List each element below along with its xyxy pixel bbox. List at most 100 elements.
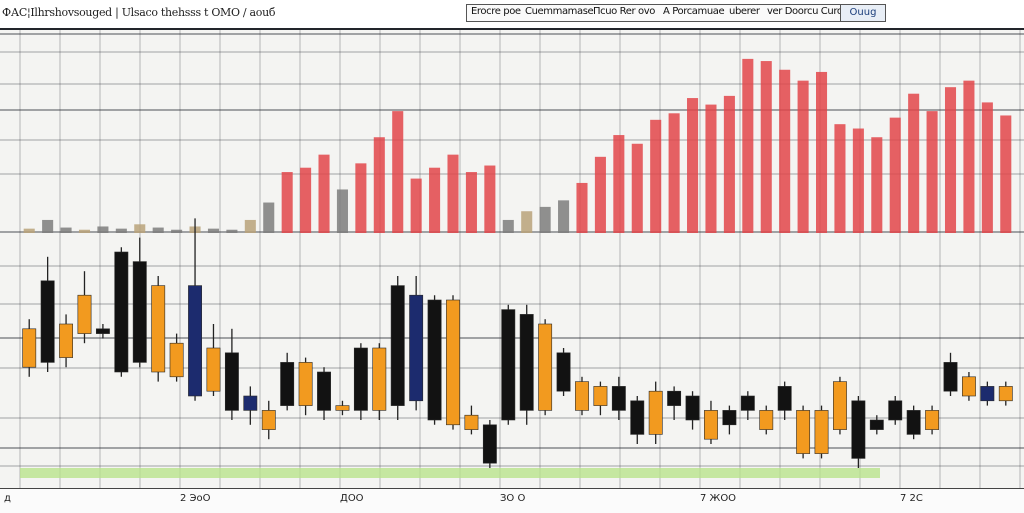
volume-bar xyxy=(852,128,864,233)
candle xyxy=(685,391,700,430)
volume-bar xyxy=(558,200,570,233)
candle-body xyxy=(335,405,350,411)
candle-body xyxy=(869,419,884,430)
candle-body xyxy=(390,285,405,406)
volume-bar xyxy=(521,211,533,233)
volume-bar xyxy=(134,224,146,233)
candle xyxy=(427,295,442,425)
candle xyxy=(833,376,847,435)
toolbar-item-5[interactable]: uberer xyxy=(729,6,760,17)
candle-body xyxy=(132,261,147,363)
candle xyxy=(446,295,460,430)
candle-body xyxy=(796,410,811,454)
candle xyxy=(353,343,368,420)
volume-bar xyxy=(97,226,109,233)
volume-bar xyxy=(281,172,293,233)
zoom-button[interactable]: Ouug xyxy=(840,4,886,22)
volume-bar xyxy=(779,69,791,233)
candle xyxy=(538,319,553,416)
top-toolbar: ФАС¦Ilhrshovsouged | Ulsaco thehsss t ОМ… xyxy=(0,0,1024,30)
volume-bar xyxy=(594,156,606,233)
window-title: ФАС¦Ilhrshovsouged | Ulsaco thehsss t ОМ… xyxy=(2,6,276,19)
candle-body xyxy=(943,362,958,392)
candle xyxy=(630,396,645,444)
volume-bar xyxy=(889,117,901,233)
candle-body xyxy=(446,299,460,426)
volume-bar xyxy=(576,182,588,233)
volume-bar xyxy=(60,227,72,233)
candle xyxy=(740,391,755,420)
candle-body xyxy=(169,342,184,378)
candle xyxy=(280,352,295,411)
candle-body xyxy=(372,347,387,411)
volume-bar xyxy=(908,93,920,234)
candle xyxy=(335,400,350,416)
status-label-4: 7 ЖОО xyxy=(700,493,737,504)
volume-bar xyxy=(871,137,883,233)
candlestick-chart xyxy=(0,28,1024,488)
candle-body xyxy=(95,328,110,334)
volume-bar xyxy=(447,154,459,233)
candle-body xyxy=(777,386,792,411)
candle xyxy=(77,271,92,344)
volume-bar xyxy=(926,111,938,233)
candle-body xyxy=(759,410,774,430)
volume-series xyxy=(23,58,1012,234)
toolbar-item-1[interactable]: Erocre poe xyxy=(471,6,521,17)
volume-bar xyxy=(650,119,662,233)
candle xyxy=(501,304,516,425)
candle xyxy=(390,276,405,420)
toolbar-item-6[interactable]: ver Doorcu Curorn xyxy=(767,6,853,17)
candle-body xyxy=(980,386,995,402)
volume-bar xyxy=(226,229,238,233)
volume-bar xyxy=(723,95,735,233)
volume-bar xyxy=(944,87,957,233)
candle xyxy=(998,381,1013,406)
candle xyxy=(575,376,589,416)
toolbar-item-4[interactable]: A Porcamuae xyxy=(663,6,725,17)
volume-bar xyxy=(410,178,422,233)
candle-body xyxy=(630,400,645,435)
volume-bar xyxy=(263,202,275,233)
volume-bar xyxy=(816,71,828,233)
candle-body xyxy=(722,410,737,426)
status-label-1: 2 ЭоО xyxy=(180,493,211,504)
candle xyxy=(224,328,239,420)
candle xyxy=(814,405,829,459)
candle-body xyxy=(409,294,424,402)
candle-series xyxy=(22,218,1013,468)
candle-body xyxy=(59,323,73,358)
candle xyxy=(261,400,276,440)
candle-body xyxy=(556,352,571,392)
candle-body xyxy=(427,299,442,421)
candle-body xyxy=(704,410,718,440)
volume-bar xyxy=(465,172,477,233)
candle-body xyxy=(906,410,921,435)
toolbar-item-3[interactable]: Псuo Rer ovo xyxy=(593,6,655,17)
toolbar-item-2[interactable]: Cuemmamase xyxy=(525,6,594,17)
candle xyxy=(851,396,866,468)
status-label-3: ЗО О xyxy=(500,493,526,504)
candle-body xyxy=(501,309,516,421)
volume-bar xyxy=(78,229,91,233)
candle-body xyxy=(575,381,589,411)
volume-bar xyxy=(244,219,256,233)
candle-body xyxy=(151,285,166,373)
status-label-left: д xyxy=(4,493,11,504)
candle-body xyxy=(519,314,534,411)
toolbar-group: Erocre poe Cuemmamase Псuo Rer ovo A Por… xyxy=(466,4,886,22)
volume-bar xyxy=(42,219,54,233)
candle-body xyxy=(188,285,202,397)
signal-band xyxy=(20,468,880,478)
candle xyxy=(648,381,663,444)
candle xyxy=(777,381,792,420)
candle xyxy=(796,405,811,459)
candle xyxy=(317,367,331,420)
candle xyxy=(722,405,737,435)
candle xyxy=(409,276,424,411)
candle-body xyxy=(224,352,239,411)
candle xyxy=(704,400,718,444)
candle xyxy=(925,405,940,435)
candle-body xyxy=(925,410,940,430)
volume-bar xyxy=(705,104,717,234)
